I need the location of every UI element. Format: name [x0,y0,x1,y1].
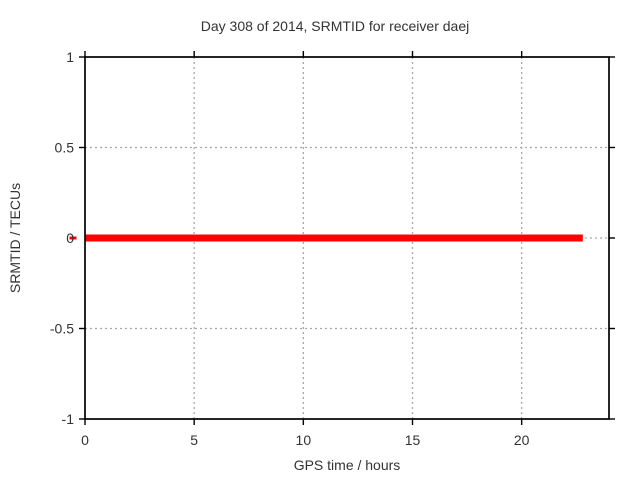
x-axis-label: GPS time / hours [294,457,401,473]
y-tick-label: 0 [66,230,74,246]
x-tick-label: 20 [514,432,530,448]
y-tick-label: 1 [66,49,74,65]
chart-title: Day 308 of 2014, SRMTID for receiver dae… [201,18,469,34]
x-tick-label: 5 [190,432,198,448]
y-tick-label: -0.5 [50,321,74,337]
y-tick-label: 0.5 [55,140,75,156]
x-tick-label: 15 [405,432,421,448]
x-tick-label: 0 [81,432,89,448]
y-tick-label: -1 [62,411,75,427]
x-tick-label: 10 [296,432,312,448]
plot-area: 0 5 10 15 20 1 0.5 0 -0.5 -1 [50,49,615,448]
y-axis-label: SRMTID / TECUs [7,183,23,293]
